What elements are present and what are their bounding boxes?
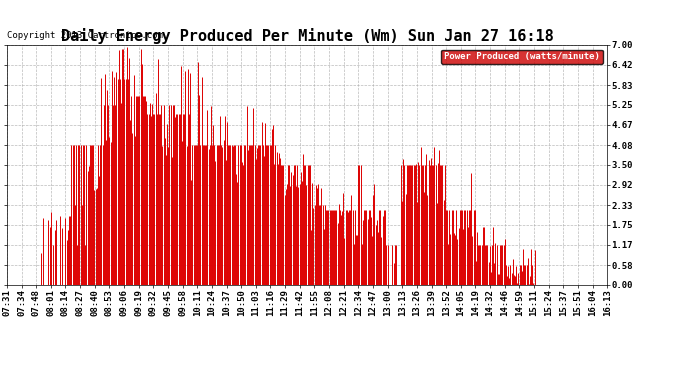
Title: Daily Energy Produced Per Minute (Wm) Sun Jan 27 16:18: Daily Energy Produced Per Minute (Wm) Su… <box>61 28 553 44</box>
Legend: Power Produced (watts/minute): Power Produced (watts/minute) <box>442 50 602 64</box>
Text: Copyright 2013 Cartronics.com: Copyright 2013 Cartronics.com <box>7 31 163 40</box>
